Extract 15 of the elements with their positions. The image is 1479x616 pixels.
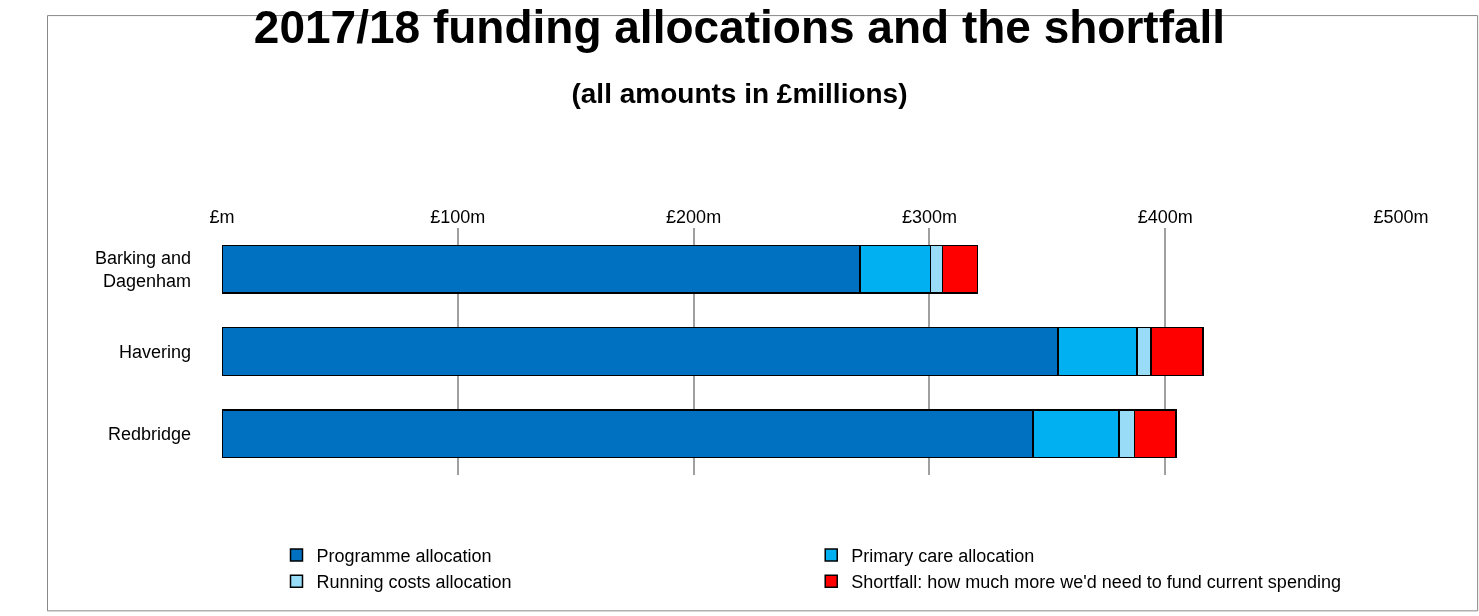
legend-label: Shortfall: how much more we'd need to fund current spending xyxy=(851,572,1341,593)
legend-label: Programme allocation xyxy=(316,545,492,566)
y-tick-label: Barking and Dagenham xyxy=(94,247,191,292)
legend-label: Primary care allocation xyxy=(851,545,1035,566)
x-tick-label: £200m xyxy=(666,207,722,228)
x-tick-label: £m xyxy=(209,207,235,228)
y-tick-label: Redbridge xyxy=(107,424,191,445)
chart-title: 2017/18 funding allocations and the shortfall xyxy=(253,1,1226,54)
x-tick-label: £100m xyxy=(430,207,486,228)
legend-label: Running costs allocation xyxy=(316,572,512,593)
chart-subtitle: (all amounts in £millions) xyxy=(571,77,908,109)
y-tick-label: Havering xyxy=(118,341,191,362)
x-tick-label: £300m xyxy=(901,207,957,228)
x-tick-label: £500m xyxy=(1373,207,1429,228)
x-tick-label: £400m xyxy=(1137,207,1193,228)
